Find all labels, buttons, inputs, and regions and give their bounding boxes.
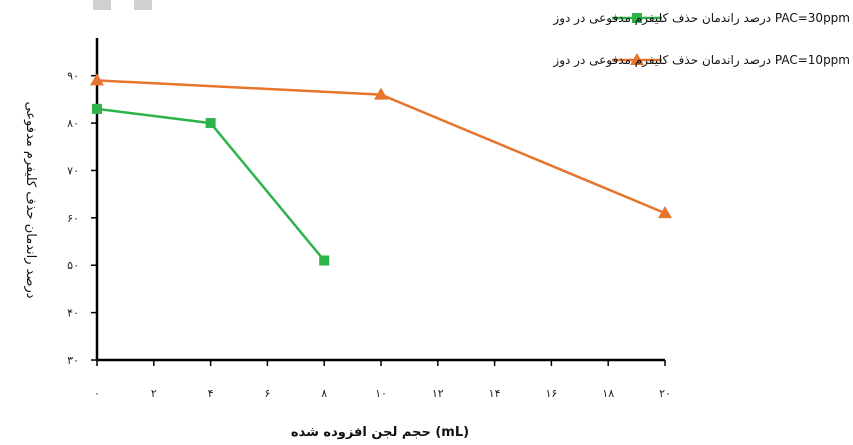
x-tick-label: ۱۰ — [375, 387, 387, 400]
legend-label: درصد راندمان حذف کلیفرم مدفوعی در دوز PA… — [552, 53, 850, 68]
y-tick-label: ۸۰ — [67, 117, 79, 130]
y-tick-label: ۳۰ — [67, 354, 79, 367]
x-tick-label: ۸ — [321, 387, 327, 400]
data-point-square — [632, 13, 642, 23]
y-tick-label: ۶۰ — [67, 212, 79, 225]
y-tick-label: ۵۰ — [67, 259, 79, 272]
x-tick-label: ۰ — [94, 387, 100, 400]
x-tick-label: ۲ — [151, 387, 157, 400]
data-point-square — [319, 255, 330, 266]
y-ticks: ۳۰ ۴۰ ۵۰ ۶۰ ۷۰ ۸۰ ۹۰ — [67, 70, 97, 367]
legend-label: درصد راندمان حذف کلیفرم مدفوعی در دوز PA… — [552, 11, 850, 26]
y-tick-label: ۴۰ — [67, 307, 79, 320]
legend: درصد راندمان حذف کلیفرم مدفوعی در دوز PA… — [552, 11, 850, 68]
y-tick-label: ۷۰ — [67, 164, 79, 177]
series-line — [96, 107, 326, 262]
x-tick-label: ۱۲ — [432, 387, 444, 400]
x-tick-label: ۲۰ — [659, 387, 671, 400]
legend-item: درصد راندمان حذف کلیفرم مدفوعی در دوز PA… — [552, 53, 850, 68]
x-axis-title: حجم لجن افزوده شده (mL) — [291, 425, 469, 440]
x-tick-label: ۱۴ — [489, 387, 501, 400]
series-1 — [92, 103, 330, 266]
data-point-square — [92, 103, 102, 114]
series-line — [96, 79, 666, 215]
series-layer — [90, 73, 672, 266]
y-axis-title: درصد راندمان حذف کلیفرم مدفوعی — [23, 101, 38, 298]
stub-mark-right — [134, 0, 152, 10]
x-tick-label: ۴ — [208, 387, 214, 400]
data-point-triangle — [658, 206, 672, 219]
stub-mark-left — [93, 0, 111, 10]
data-point-triangle — [374, 87, 388, 100]
data-point-square — [205, 118, 216, 129]
x-tick-label: ۱۶ — [545, 387, 557, 400]
axes: ۳۰ ۴۰ ۵۰ ۶۰ ۷۰ ۸۰ ۹۰ ۰ ۲ ۴ ۶ ۸ ۱۰ ۱۲ ۱۴ ۱۶ ۱۸ ۲۰ — [67, 38, 671, 400]
x-tick-label: ۱۸ — [602, 387, 614, 400]
series-2 — [90, 73, 672, 219]
data-point-triangle — [90, 73, 104, 86]
y-tick-label: ۹۰ — [67, 70, 79, 83]
data-point-triangle — [630, 53, 644, 65]
x-tick-label: ۶ — [264, 387, 270, 400]
x-ticks: ۰ ۲ ۴ ۶ ۸ ۱۰ ۱۲ ۱۴ ۱۶ ۱۸ ۲۰ — [94, 360, 671, 400]
legend-item: درصد راندمان حذف کلیفرم مدفوعی در دوز PA… — [552, 11, 850, 26]
